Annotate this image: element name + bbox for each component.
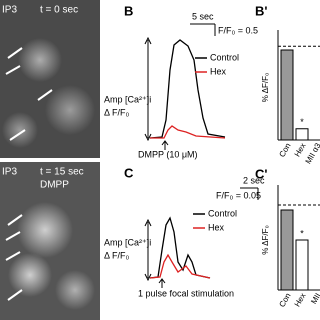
bar — [280, 209, 294, 291]
significance: * — [300, 228, 304, 238]
scale-time: 2 sec — [243, 175, 265, 185]
x-tick-label: Con — [277, 292, 292, 309]
x-tick-label: Hex — [293, 292, 308, 309]
significance: * — [300, 117, 304, 127]
legend-label: Hex — [210, 66, 227, 76]
panel-label: C — [124, 165, 134, 180]
region: IP3 — [2, 167, 17, 178]
amp-arrow — [144, 218, 152, 282]
bar — [295, 128, 309, 141]
amp-label: Δ F/F₀ — [104, 107, 130, 117]
trace-hex — [150, 125, 226, 139]
panel-label: B — [124, 3, 133, 18]
time: t = 15 sec — [40, 167, 84, 178]
legend-label: Hex — [208, 222, 225, 232]
x-tick-label: MII — [309, 292, 320, 306]
micrograph-bottom — [0, 162, 100, 320]
stimulus: DMPP — [40, 180, 69, 191]
scale-amp: F/F₀ = 0.05 — [216, 190, 261, 200]
scale-time: 5 sec — [192, 11, 214, 21]
stim-arrow — [158, 278, 166, 288]
stimulus: DMPP (10 μM) — [138, 149, 198, 159]
micrograph-top — [0, 0, 100, 158]
amp-label: Amp [Ca²⁺]i — [104, 94, 151, 104]
amp-arrow — [144, 36, 152, 142]
bar — [280, 49, 294, 141]
scale-amp: F/F₀ = 0.5 — [218, 25, 258, 35]
stim-arrow — [161, 140, 169, 150]
panel-label: C' — [255, 166, 267, 181]
panel-label: B' — [255, 3, 267, 18]
legend-label: Control — [210, 52, 239, 62]
y-label: % ΔF/F₀ — [261, 73, 270, 103]
trace-control — [149, 39, 226, 139]
amp-label: Amp [Ca²⁺]i — [104, 237, 151, 247]
x-tick-label: Hex — [293, 142, 308, 159]
legend-label: Control — [208, 208, 237, 218]
time: t = 0 sec — [40, 5, 78, 16]
y-label: % ΔF/F₀ — [261, 225, 270, 255]
x-tick-label: Con — [277, 142, 292, 159]
bar — [295, 239, 309, 291]
x-tick-label: MII α3 — [304, 141, 320, 165]
region: IP3 — [2, 5, 17, 16]
trace-hex — [149, 253, 211, 279]
trace-control — [149, 216, 211, 279]
amp-label: Δ F/F₀ — [104, 250, 130, 260]
stimulus: 1 pulse focal stimulation — [138, 288, 234, 298]
